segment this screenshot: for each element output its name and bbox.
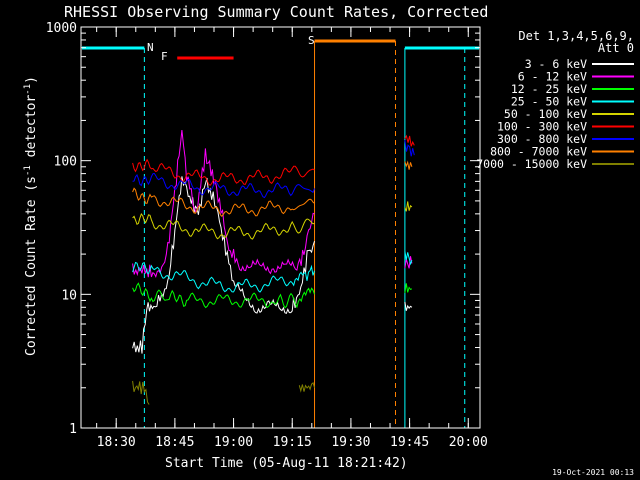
legend-label: 50 - 100 keV [504, 107, 587, 121]
marker-n: N [147, 41, 154, 54]
legend-header-1: Det 1,3,4,5,6,9, [518, 29, 634, 43]
legend-header-2: Att 0 [598, 41, 634, 55]
legend-label: 7000 - 15000 keV [476, 157, 587, 171]
series-line [132, 187, 315, 218]
legend-label: 3 - 6 keV [525, 57, 587, 71]
y-axis-ticks: 1 10 100 1000 [46, 21, 480, 437]
y-tick-label: 100 [54, 155, 77, 170]
series-line [404, 251, 413, 266]
x-axis-ticks: 18:30 18:45 19:00 19:15 19:30 19:45 20:00 [96, 27, 488, 450]
legend-label: 25 - 50 keV [511, 95, 587, 109]
x-tick-label: 19:00 [214, 435, 253, 450]
series-line [404, 134, 415, 147]
chart-title: RHESSI Observing Summary Count Rates, Co… [64, 3, 488, 21]
timestamp: 19-Oct-2021 00:13 [552, 468, 634, 477]
x-axis-label: Start Time (05-Aug-11 18:21:42) [165, 456, 408, 471]
legend-label: 100 - 300 keV [497, 120, 587, 134]
legend-label: 300 - 800 keV [497, 132, 587, 146]
series-line [132, 158, 315, 186]
y-axis-label: Corrected Count Rate (s-1 detector-1) [23, 76, 39, 356]
series-line [298, 382, 315, 393]
series-line [132, 282, 315, 309]
series-line [404, 201, 413, 212]
y-tick-label: 1 [69, 422, 77, 437]
series-line [404, 256, 413, 269]
plot-area: NF S [82, 34, 479, 428]
marker-f: F [161, 50, 168, 63]
marker-s: S [308, 34, 315, 47]
x-tick-label: 19:30 [331, 435, 370, 450]
x-tick-label: 18:30 [97, 435, 136, 450]
series-line [132, 129, 315, 278]
series-line [404, 139, 415, 157]
legend-label: 12 - 25 keV [511, 82, 587, 96]
series-line [132, 261, 315, 293]
series-line [132, 172, 315, 199]
y-tick-label: 10 [61, 288, 77, 303]
series-line [404, 301, 413, 311]
series-line [132, 212, 315, 240]
plot-frame [80, 26, 481, 429]
x-tick-label: 18:45 [155, 435, 194, 450]
y-tick-label: 1000 [46, 21, 77, 36]
x-tick-label: 19:15 [273, 435, 312, 450]
x-tick-label: 19:45 [390, 435, 429, 450]
legend-label: 6 - 12 keV [518, 70, 587, 84]
legend-label: 800 - 7000 keV [490, 145, 587, 159]
series-line [132, 380, 150, 405]
series-line [404, 283, 413, 294]
series-line [404, 160, 413, 170]
x-tick-label: 20:00 [449, 435, 488, 450]
